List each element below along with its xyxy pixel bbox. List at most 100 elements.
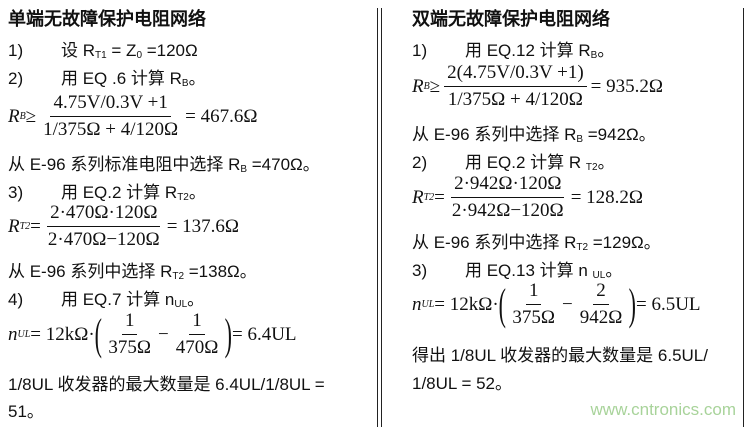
watermark: www.cntronics.com xyxy=(590,400,736,419)
operator: − xyxy=(158,323,169,345)
formula-lhs: R xyxy=(412,186,424,208)
subscript: UL xyxy=(17,329,31,340)
numerator: 1 xyxy=(525,280,542,305)
denominator: 1/375Ω + 4/120Ω xyxy=(447,89,583,110)
line-text: 用 EQ.13 计算 n xyxy=(465,261,593,280)
formula: n UL = 12kΩ·(1 375Ω −2 942Ω) = 6.5UL xyxy=(412,280,701,329)
line-tail: 。 xyxy=(188,183,206,202)
text-line: 1/8UL = 52。 xyxy=(412,374,513,393)
numerator: 2·942Ω·120Ω xyxy=(451,173,565,198)
text-line: 4) 用 EQ.7 计算 nUL。 xyxy=(8,290,204,315)
text-line: 1) 用 EQ.12 计算 RB。 xyxy=(412,41,614,66)
step-number: 3) xyxy=(412,261,428,280)
operator: = xyxy=(30,215,41,237)
step-number: 1) xyxy=(412,41,428,60)
right-border xyxy=(743,8,744,427)
text-line: 得出 1/8UL 收发器的最大数量是 6.5UL/ xyxy=(412,346,708,365)
subscript: T2 xyxy=(172,271,185,282)
subscript: B xyxy=(576,134,584,145)
line-text: 用 EQ.2 计算 R xyxy=(465,153,586,172)
denominator: 2·942Ω−120Ω xyxy=(451,200,564,221)
formula-lhs: R xyxy=(8,215,20,237)
formula-result: = 128.2Ω xyxy=(570,186,644,208)
operator: = 12kΩ· xyxy=(30,323,95,345)
line-tail: 。 xyxy=(188,69,206,88)
line-tail: =120Ω xyxy=(142,41,198,60)
subscript: B xyxy=(423,81,430,92)
operator: = 12kΩ· xyxy=(434,293,499,315)
operator: ≥ xyxy=(429,75,441,97)
text-line: 从 E-96 系列中选择 RT2 =129Ω。 xyxy=(412,233,661,258)
line-tail: 。 xyxy=(187,290,205,309)
line-tail: 。 xyxy=(597,41,615,60)
numerator: 2(4.75V/0.3V +1) xyxy=(444,62,587,87)
text-line: 3) 用 EQ.2 计算 RT2。 xyxy=(8,183,206,208)
subscript: T2 xyxy=(19,221,31,232)
line-tail: =470Ω。 xyxy=(247,155,320,174)
subscript: T2 xyxy=(423,192,435,203)
line-tail: 。 xyxy=(597,153,615,172)
step-number: 2) xyxy=(8,69,24,88)
paren: ) xyxy=(225,309,233,359)
fraction: 1 470Ω xyxy=(173,310,222,359)
step-number: 4) xyxy=(8,290,24,309)
denominator: 2·470Ω−120Ω xyxy=(47,229,160,250)
denominator: 942Ω xyxy=(579,307,623,328)
paren: ( xyxy=(94,309,102,359)
line-text: 用 EQ.2 计算 R xyxy=(61,183,178,202)
text-line: 2) 用 EQ .6 计算 RB。 xyxy=(8,69,206,94)
formula-result: = 137.6Ω xyxy=(166,215,240,237)
step-number: 2) xyxy=(412,153,428,172)
text-line: 51。 xyxy=(8,402,44,421)
subscript: B xyxy=(19,111,26,122)
denominator: 375Ω xyxy=(108,337,151,358)
denominator: 375Ω xyxy=(512,307,555,328)
line-tail: =129Ω。 xyxy=(588,233,661,252)
line-text: 用 EQ.12 计算 R xyxy=(465,41,591,60)
numerator: 4.75V/0.3V +1 xyxy=(50,92,171,117)
line-tail: =138Ω。 xyxy=(184,262,257,281)
subscript: T2 xyxy=(177,192,189,203)
line-text: 设 R xyxy=(61,41,95,60)
line-text: 用 EQ.7 计算 n xyxy=(61,290,175,309)
formula-lhs: n xyxy=(412,293,422,315)
fraction: 2 942Ω xyxy=(577,280,626,329)
column-divider xyxy=(381,8,382,427)
fraction: 2·942Ω·120Ω 2·942Ω−120Ω xyxy=(449,173,567,222)
paren: ) xyxy=(629,279,637,329)
numerator: 2 xyxy=(593,280,609,305)
subscript: B xyxy=(240,164,248,175)
denominator: 470Ω xyxy=(175,337,219,358)
line-tail: = Z xyxy=(106,41,137,60)
step-number: 1) xyxy=(8,41,24,60)
line-tail: 。 xyxy=(605,261,623,280)
subscript: T1 xyxy=(95,50,107,61)
formula: R T2 = 2·470Ω·120Ω 2·470Ω−120Ω = 137.6Ω xyxy=(8,202,239,251)
text-line: 3) 用 EQ.13 计算 n UL。 xyxy=(412,261,622,286)
fraction: 2(4.75V/0.3V +1) 1/375Ω + 4/120Ω xyxy=(444,62,587,111)
text-line: 从 E-96 系列中选择 RT2 =138Ω。 xyxy=(8,262,257,287)
numerator: 1 xyxy=(121,310,138,335)
operator: = xyxy=(434,186,445,208)
line-text: 从 E-96 系列中选择 R xyxy=(8,262,173,281)
formula-lhs: R xyxy=(8,105,20,127)
text-line: 1/8UL 收发器的最大数量是 6.4UL/1/8UL = xyxy=(8,375,325,394)
line-text: 从 E-96 系列中选择 R xyxy=(412,125,577,144)
subscript: T2 xyxy=(576,242,589,253)
line-text: 从 E-96 系列中选择 R xyxy=(412,233,577,252)
paren: ( xyxy=(498,279,506,329)
formula-result: = 467.6Ω xyxy=(185,105,258,127)
formula-result: = 935.2Ω xyxy=(590,75,663,97)
step-number: 3) xyxy=(8,183,24,202)
line-tail: =942Ω。 xyxy=(583,125,656,144)
numerator: 2·470Ω·120Ω xyxy=(47,202,161,227)
subscript: B xyxy=(590,50,598,61)
section-title-right: 双端无故障保护电阻网络 xyxy=(412,9,610,29)
operator: − xyxy=(562,293,573,315)
column-divider xyxy=(377,8,378,427)
numerator: 1 xyxy=(189,310,205,335)
fraction: 4.75V/0.3V +1 1/375Ω + 4/120Ω xyxy=(40,92,181,141)
denominator: 1/375Ω + 4/120Ω xyxy=(43,119,179,140)
